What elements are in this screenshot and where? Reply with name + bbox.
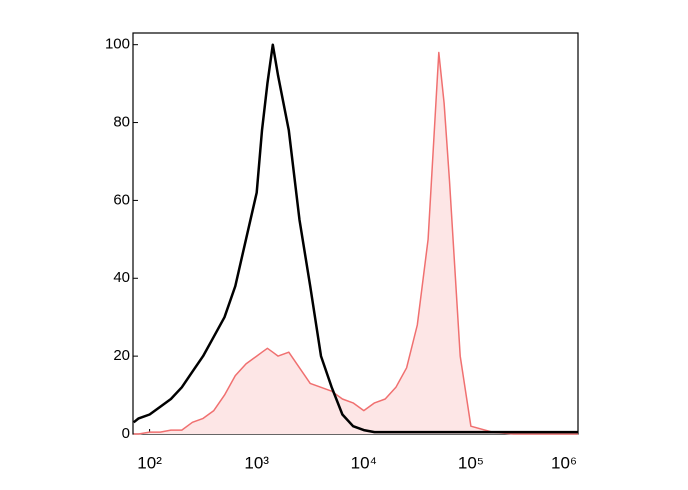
line xyxy=(132,43,578,434)
x-tick-label: 10³ xyxy=(244,453,269,472)
y-tick-label: 0 xyxy=(122,425,130,442)
y-tick-label: 60 xyxy=(113,191,130,208)
area xyxy=(133,52,578,434)
y-tick-label: 80 xyxy=(113,114,130,131)
line xyxy=(133,51,578,435)
plot-frame xyxy=(132,32,579,435)
x-tick-label: 10² xyxy=(137,453,162,472)
x-tick-label: 10⁵ xyxy=(458,453,484,472)
x-tick-label: 10⁶ xyxy=(551,453,577,472)
x-tick-label: 10⁴ xyxy=(351,453,377,472)
y-tick-label: 100 xyxy=(105,36,130,53)
y-tick-label: 40 xyxy=(113,269,130,286)
y-tick-label: 20 xyxy=(113,347,130,364)
